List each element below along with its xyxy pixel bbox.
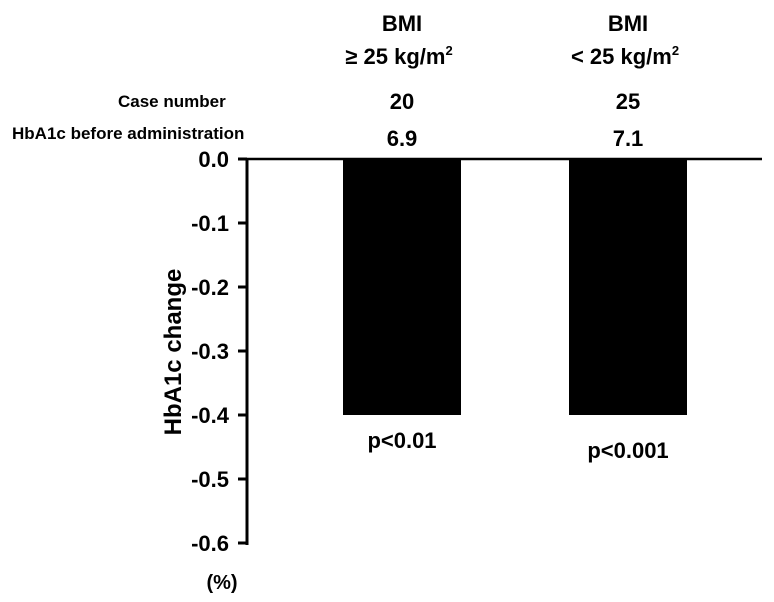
group-header-text: ≥ 25 kg/m bbox=[345, 44, 445, 69]
case-number-value: 20 bbox=[390, 89, 414, 114]
y-tick-label: -0.4 bbox=[191, 403, 230, 428]
y-tick-label: -0.6 bbox=[191, 531, 229, 556]
p-value-label: p<0.01 bbox=[367, 428, 436, 453]
p-value-label: p<0.001 bbox=[587, 438, 668, 463]
y-tick-label: -0.1 bbox=[191, 211, 229, 236]
y-tick-label: -0.5 bbox=[191, 467, 229, 492]
row-label-hba1c-before: HbA1c before administration bbox=[12, 124, 244, 143]
row-label-case-number: Case number bbox=[118, 92, 226, 111]
bar bbox=[569, 159, 687, 415]
group-header-line2: < 25 kg/m2 bbox=[571, 43, 679, 69]
y-tick-label: -0.2 bbox=[191, 275, 229, 300]
group-header-line1: BMI bbox=[382, 11, 422, 36]
y-tick-label: -0.3 bbox=[191, 339, 229, 364]
hba1c-before-value: 6.9 bbox=[387, 126, 418, 151]
hba1c-before-value: 7.1 bbox=[613, 126, 644, 151]
bar bbox=[343, 159, 461, 415]
group-header-line2: ≥ 25 kg/m2 bbox=[345, 43, 452, 69]
group-header-line1: BMI bbox=[608, 11, 648, 36]
y-tick-label: 0.0 bbox=[198, 147, 229, 172]
case-number-value: 25 bbox=[616, 89, 640, 114]
unit-label: (%) bbox=[206, 572, 237, 594]
group-header-superscript: 2 bbox=[672, 43, 679, 58]
group-header-text: < 25 kg/m bbox=[571, 44, 672, 69]
group-header-superscript: 2 bbox=[445, 43, 452, 58]
y-axis-label: HbA1c change bbox=[160, 269, 187, 436]
